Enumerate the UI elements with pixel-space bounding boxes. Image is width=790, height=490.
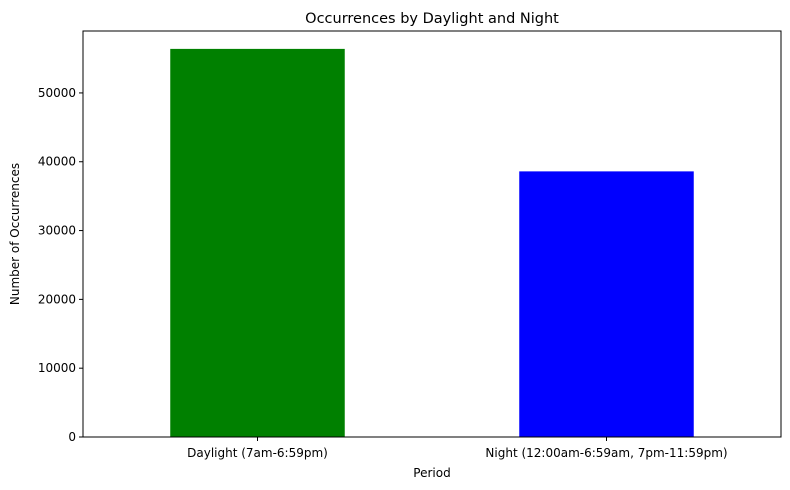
x-axis: Daylight (7am-6:59pm) Night (12:00am-6:59… [187, 437, 728, 460]
y-axis-label: Number of Occurrences [8, 163, 22, 305]
plot-area-frame [82, 30, 782, 438]
bars-group [170, 48, 694, 438]
y-tick-label: 20000 [38, 292, 76, 306]
x-tick-label: Night (12:00am-6:59am, 7pm-11:59pm) [485, 446, 727, 460]
y-tick-label: 50000 [38, 86, 76, 100]
x-axis-label: Period [413, 466, 450, 480]
y-tick-label: 30000 [38, 224, 76, 238]
y-tick-label: 0 [68, 430, 76, 444]
x-tick-label: Daylight (7am-6:59pm) [187, 446, 328, 460]
bar-night [519, 171, 694, 438]
y-tick-label: 10000 [38, 361, 76, 375]
bar-daylight [170, 48, 345, 437]
y-tick-label: 40000 [38, 155, 76, 169]
chart-title: Occurrences by Daylight and Night [305, 11, 559, 27]
y-axis: 0 10000 20000 30000 40000 50000 [38, 86, 83, 444]
